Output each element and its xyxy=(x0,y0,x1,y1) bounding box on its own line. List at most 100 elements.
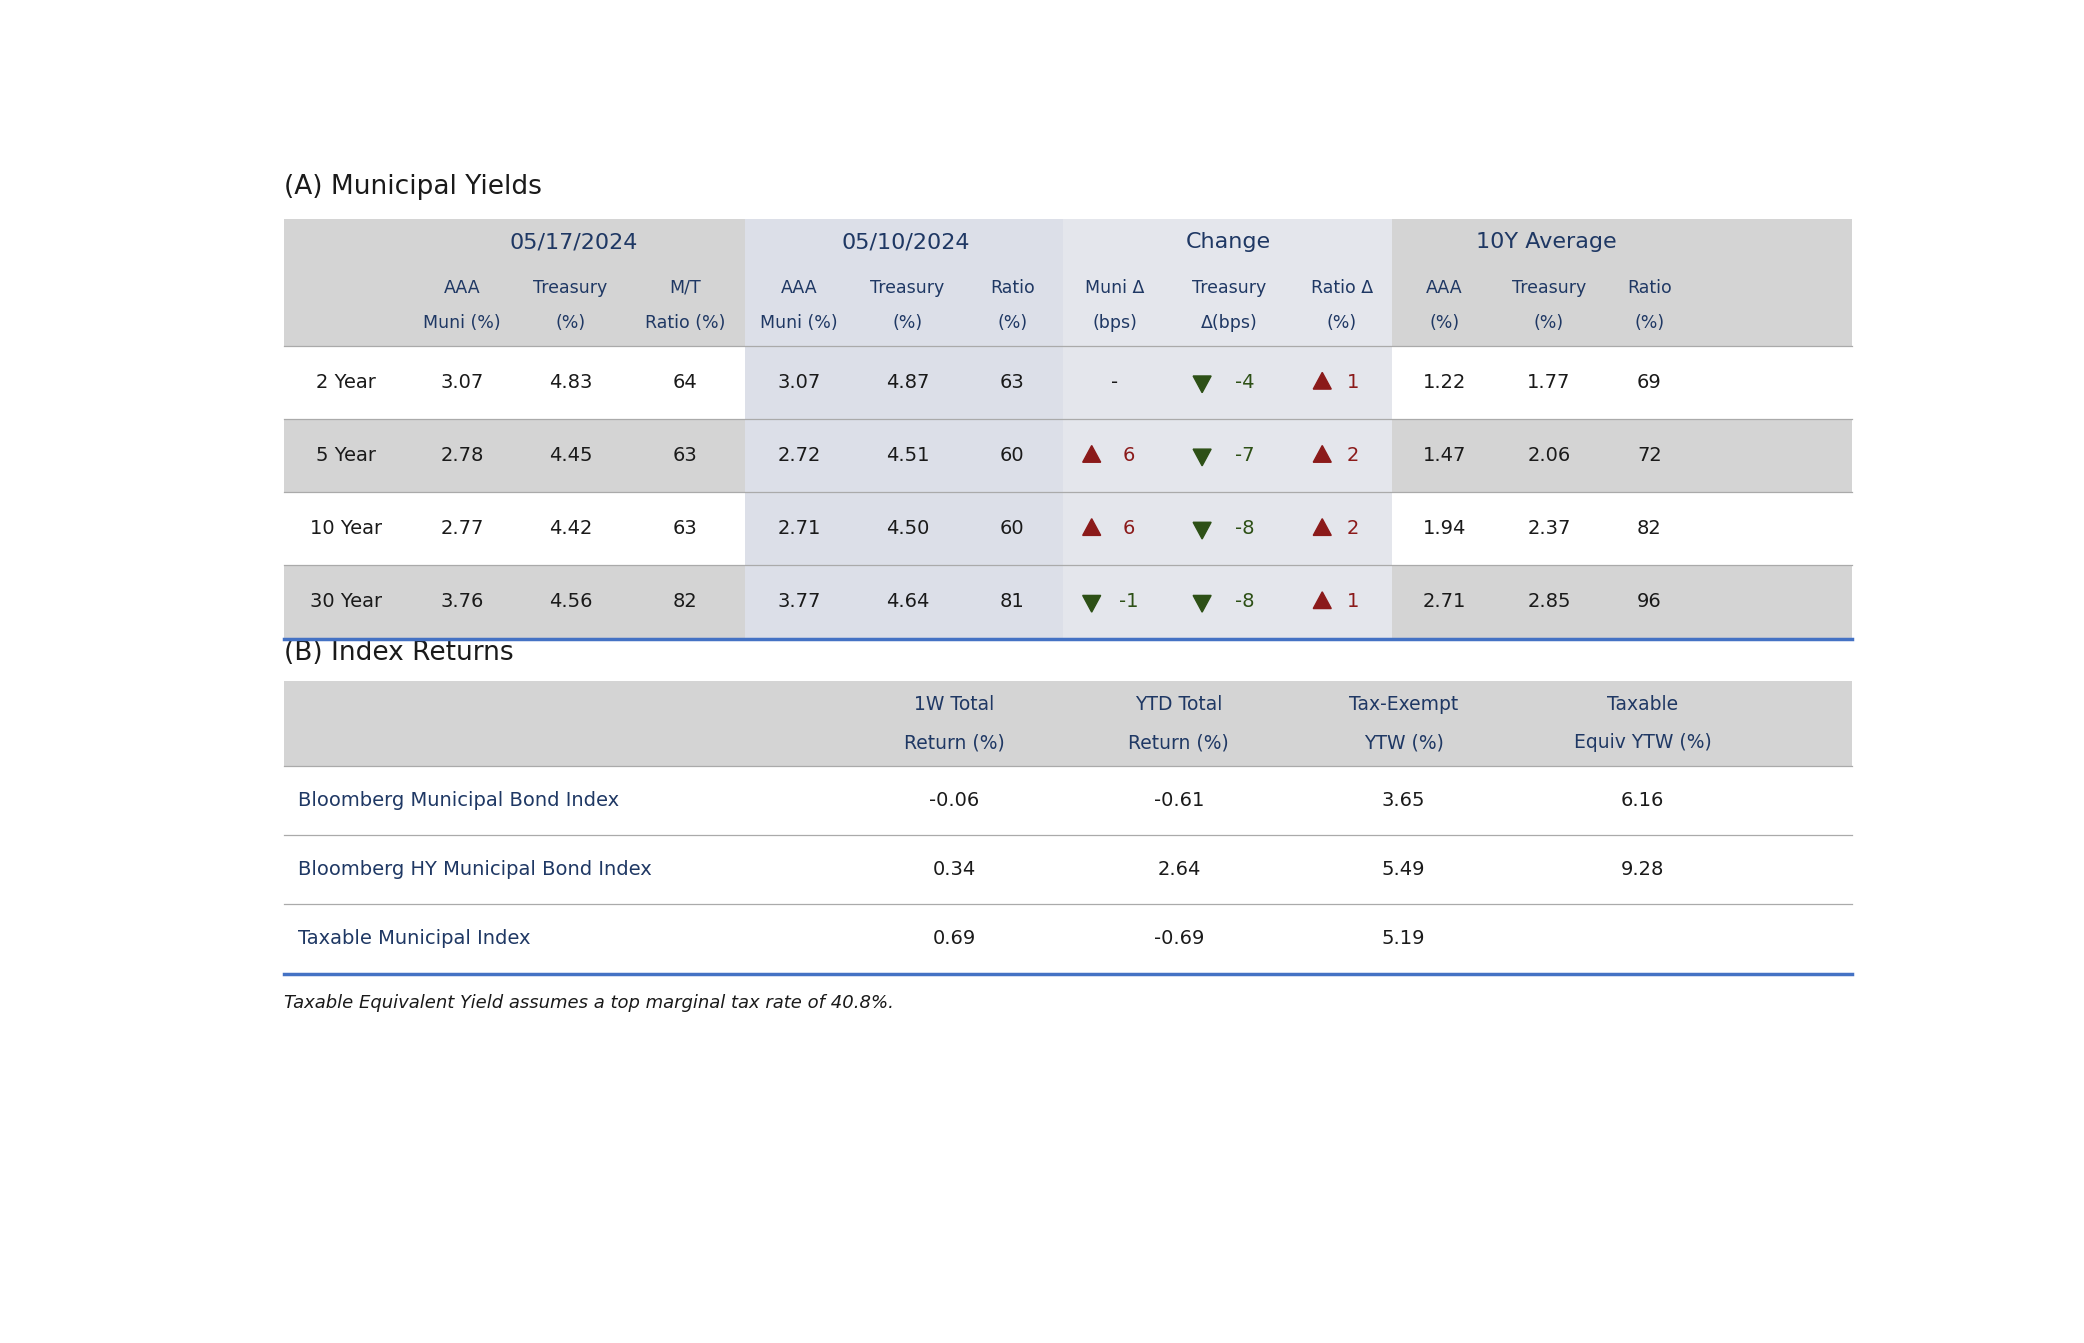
Text: AAA: AAA xyxy=(1425,279,1463,297)
Text: Taxable Equivalent Yield assumes a top marginal tax rate of 40.8%.: Taxable Equivalent Yield assumes a top m… xyxy=(283,994,894,1011)
Text: -0.69: -0.69 xyxy=(1155,929,1205,948)
Text: Tax-Exempt: Tax-Exempt xyxy=(1348,694,1459,713)
Text: (%): (%) xyxy=(1634,314,1665,332)
Text: -8: -8 xyxy=(1236,520,1255,539)
Text: 0.34: 0.34 xyxy=(932,860,975,880)
Text: (%): (%) xyxy=(1430,314,1459,332)
Text: 2.72: 2.72 xyxy=(777,446,821,465)
Text: Δ(bps): Δ(bps) xyxy=(1200,314,1257,332)
Text: 3.77: 3.77 xyxy=(777,592,821,611)
Polygon shape xyxy=(1084,446,1100,462)
Text: 4.45: 4.45 xyxy=(548,446,592,465)
Text: Muni (%): Muni (%) xyxy=(423,314,500,332)
Text: Treasury: Treasury xyxy=(1192,279,1267,297)
Text: 2.06: 2.06 xyxy=(1528,446,1571,465)
Text: 4.51: 4.51 xyxy=(886,446,929,465)
Text: 4.87: 4.87 xyxy=(886,373,929,392)
Text: Change: Change xyxy=(1186,232,1271,252)
Text: Ratio: Ratio xyxy=(1628,279,1671,297)
Text: 4.56: 4.56 xyxy=(548,592,592,611)
Text: 1.47: 1.47 xyxy=(1423,446,1465,465)
Text: YTW (%): YTW (%) xyxy=(1363,733,1444,752)
Text: 6: 6 xyxy=(1123,520,1136,539)
Text: 3.65: 3.65 xyxy=(1382,791,1425,810)
FancyBboxPatch shape xyxy=(744,219,1063,638)
Polygon shape xyxy=(1194,449,1211,466)
Text: Muni Δ: Muni Δ xyxy=(1086,279,1144,297)
Text: (A) Municipal Yields: (A) Municipal Yields xyxy=(283,173,542,200)
Polygon shape xyxy=(1194,595,1211,612)
Polygon shape xyxy=(1084,595,1100,612)
Text: 1.22: 1.22 xyxy=(1423,373,1465,392)
FancyBboxPatch shape xyxy=(283,493,1853,565)
Text: Return (%): Return (%) xyxy=(904,733,1004,752)
Text: 69: 69 xyxy=(1636,373,1661,392)
Text: 2.85: 2.85 xyxy=(1528,592,1571,611)
Text: 30 Year: 30 Year xyxy=(311,592,381,611)
Text: 3.76: 3.76 xyxy=(440,592,483,611)
Text: 10Y Average: 10Y Average xyxy=(1475,232,1617,252)
Text: -4: -4 xyxy=(1236,373,1255,392)
Polygon shape xyxy=(1084,518,1100,536)
Text: 1.94: 1.94 xyxy=(1423,520,1465,539)
Text: 63: 63 xyxy=(1000,373,1025,392)
FancyBboxPatch shape xyxy=(283,219,1853,346)
Text: 3.07: 3.07 xyxy=(777,373,821,392)
Text: 63: 63 xyxy=(673,446,698,465)
Text: Taxable: Taxable xyxy=(1607,694,1678,713)
Text: 9.28: 9.28 xyxy=(1621,860,1665,880)
Text: Return (%): Return (%) xyxy=(1130,733,1230,752)
Text: 60: 60 xyxy=(1000,520,1025,539)
Text: Equiv YTW (%): Equiv YTW (%) xyxy=(1573,733,1711,752)
Text: 2.64: 2.64 xyxy=(1157,860,1200,880)
Text: 2: 2 xyxy=(1346,446,1359,465)
Text: 2.37: 2.37 xyxy=(1528,520,1571,539)
Text: 1: 1 xyxy=(1346,373,1359,392)
FancyBboxPatch shape xyxy=(283,766,1853,835)
FancyBboxPatch shape xyxy=(283,419,1853,493)
Text: 6.16: 6.16 xyxy=(1621,791,1665,810)
Text: 4.83: 4.83 xyxy=(548,373,592,392)
Text: 96: 96 xyxy=(1636,592,1661,611)
Text: 2: 2 xyxy=(1346,520,1359,539)
Text: (%): (%) xyxy=(892,314,923,332)
Text: 5.19: 5.19 xyxy=(1382,929,1425,948)
Text: -8: -8 xyxy=(1236,592,1255,611)
FancyBboxPatch shape xyxy=(283,681,1853,766)
Text: (%): (%) xyxy=(1534,314,1563,332)
Text: (B) Index Returns: (B) Index Returns xyxy=(283,641,513,666)
Text: 82: 82 xyxy=(1636,520,1661,539)
Text: -0.61: -0.61 xyxy=(1155,791,1205,810)
Text: 05/17/2024: 05/17/2024 xyxy=(508,232,638,252)
Text: 82: 82 xyxy=(673,592,698,611)
Text: -7: -7 xyxy=(1236,446,1255,465)
FancyBboxPatch shape xyxy=(283,835,1853,904)
Text: Ratio (%): Ratio (%) xyxy=(644,314,725,332)
Text: 63: 63 xyxy=(673,520,698,539)
Text: (%): (%) xyxy=(1328,314,1357,332)
Text: (bps): (bps) xyxy=(1092,314,1138,332)
FancyBboxPatch shape xyxy=(1063,219,1392,638)
Text: -0.06: -0.06 xyxy=(929,791,979,810)
Text: Ratio Δ: Ratio Δ xyxy=(1311,279,1373,297)
Text: 72: 72 xyxy=(1636,446,1661,465)
Text: 2.77: 2.77 xyxy=(440,520,483,539)
Text: Ratio: Ratio xyxy=(990,279,1034,297)
Text: 1.77: 1.77 xyxy=(1528,373,1571,392)
Text: 2 Year: 2 Year xyxy=(317,373,375,392)
Text: AAA: AAA xyxy=(782,279,817,297)
Text: 2.71: 2.71 xyxy=(777,520,821,539)
Text: -: - xyxy=(1111,373,1119,392)
FancyBboxPatch shape xyxy=(283,346,1853,419)
Text: 5.49: 5.49 xyxy=(1382,860,1425,880)
Polygon shape xyxy=(1313,446,1332,462)
Text: M/T: M/T xyxy=(669,279,700,297)
Text: -1: -1 xyxy=(1119,592,1138,611)
Text: 6: 6 xyxy=(1123,446,1136,465)
Text: 10 Year: 10 Year xyxy=(311,520,381,539)
Text: 64: 64 xyxy=(673,373,698,392)
Text: 0.69: 0.69 xyxy=(932,929,975,948)
Text: (%): (%) xyxy=(996,314,1027,332)
Polygon shape xyxy=(1313,518,1332,536)
Text: 60: 60 xyxy=(1000,446,1025,465)
